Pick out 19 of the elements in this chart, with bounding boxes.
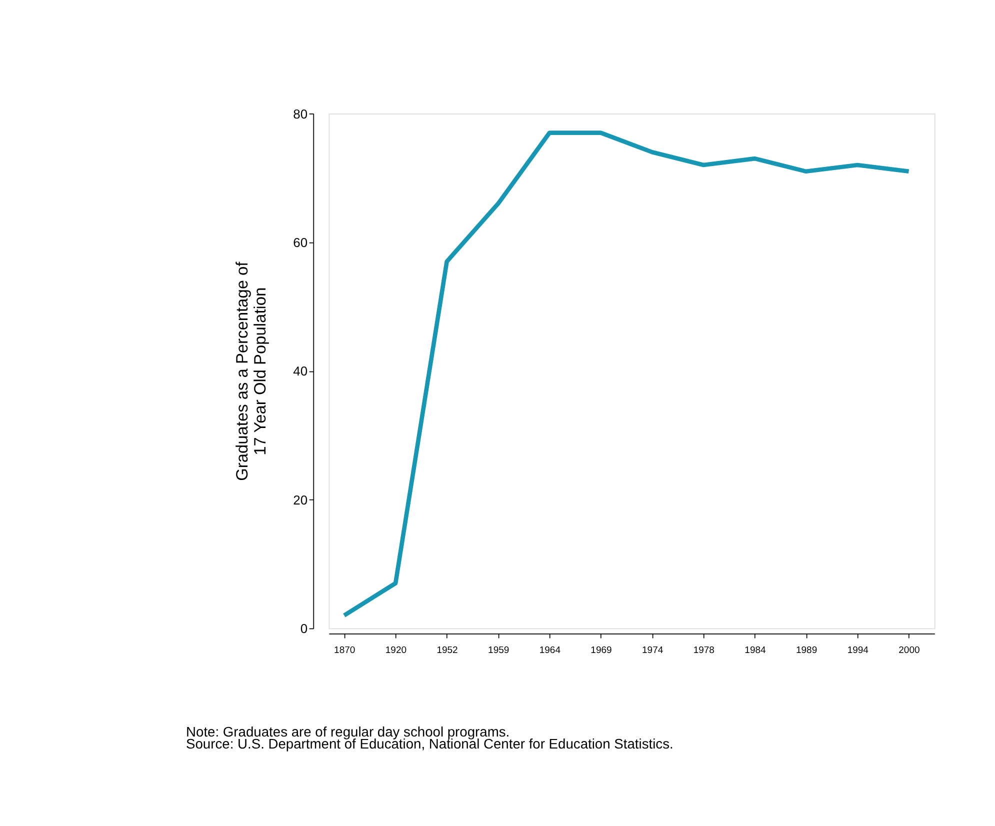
x-tick-label: 1984 <box>744 644 766 656</box>
y-tick-label: 40 <box>293 364 308 379</box>
x-tick-label: 2000 <box>898 644 920 656</box>
y-tick-label: 20 <box>293 492 308 508</box>
x-tick-label: 1974 <box>642 644 664 656</box>
x-tick-label: 1870 <box>334 644 356 656</box>
x-tick-label: 1920 <box>385 644 407 656</box>
x-tick-label: 1989 <box>796 644 818 656</box>
y-tick-label: 0 <box>300 621 308 636</box>
x-tick-label: 1978 <box>693 644 714 656</box>
y-tick-label: 80 <box>293 106 308 122</box>
y-axis-title: Graduates as a Percentage of 17 Year Old Population <box>233 261 270 481</box>
x-tick-label: 1969 <box>590 644 612 656</box>
x-tick-label: 1952 <box>436 644 458 656</box>
line-series <box>342 130 911 618</box>
x-tick-label: 1959 <box>488 644 510 656</box>
y-tick-label: 60 <box>293 234 308 250</box>
x-tick-label: 1964 <box>539 644 560 656</box>
x-tick-label: 1994 <box>847 644 868 656</box>
